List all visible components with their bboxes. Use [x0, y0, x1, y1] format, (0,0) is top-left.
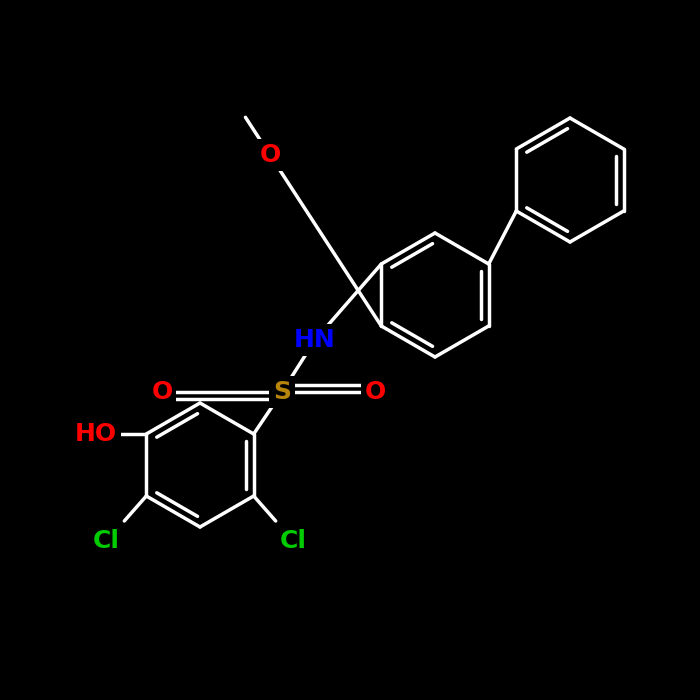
Text: S: S	[273, 380, 291, 404]
Text: HO: HO	[75, 422, 118, 446]
Text: Cl: Cl	[93, 529, 120, 553]
Text: Cl: Cl	[280, 529, 307, 553]
Text: O: O	[260, 143, 281, 167]
Text: O: O	[151, 380, 173, 404]
Text: O: O	[365, 380, 386, 404]
Text: HN: HN	[294, 328, 336, 352]
